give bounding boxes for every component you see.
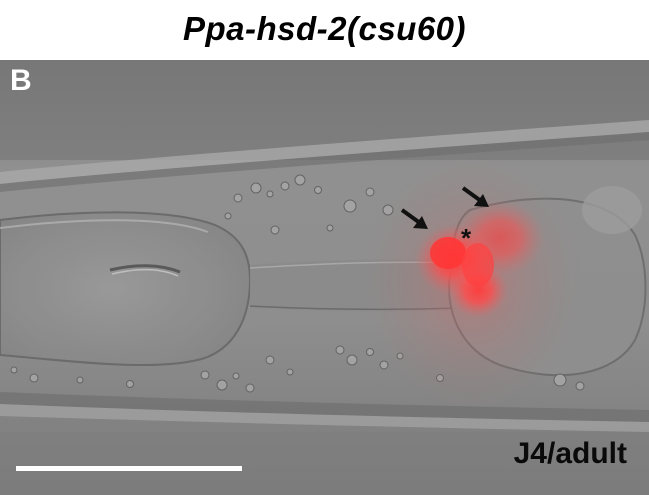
arrow-icon: [400, 208, 428, 229]
stage-label: J4/adult: [513, 437, 627, 470]
figure-title: Ppa-hsd-2(csu60): [182, 10, 467, 47]
panel-label: B: [10, 64, 32, 97]
micrograph-panel: B * J4/adult: [0, 60, 649, 495]
scale-bar: [16, 466, 242, 471]
micrograph-image: [0, 60, 649, 495]
annotation-asterisk: *: [461, 223, 472, 253]
arrow-icon: [461, 186, 489, 207]
